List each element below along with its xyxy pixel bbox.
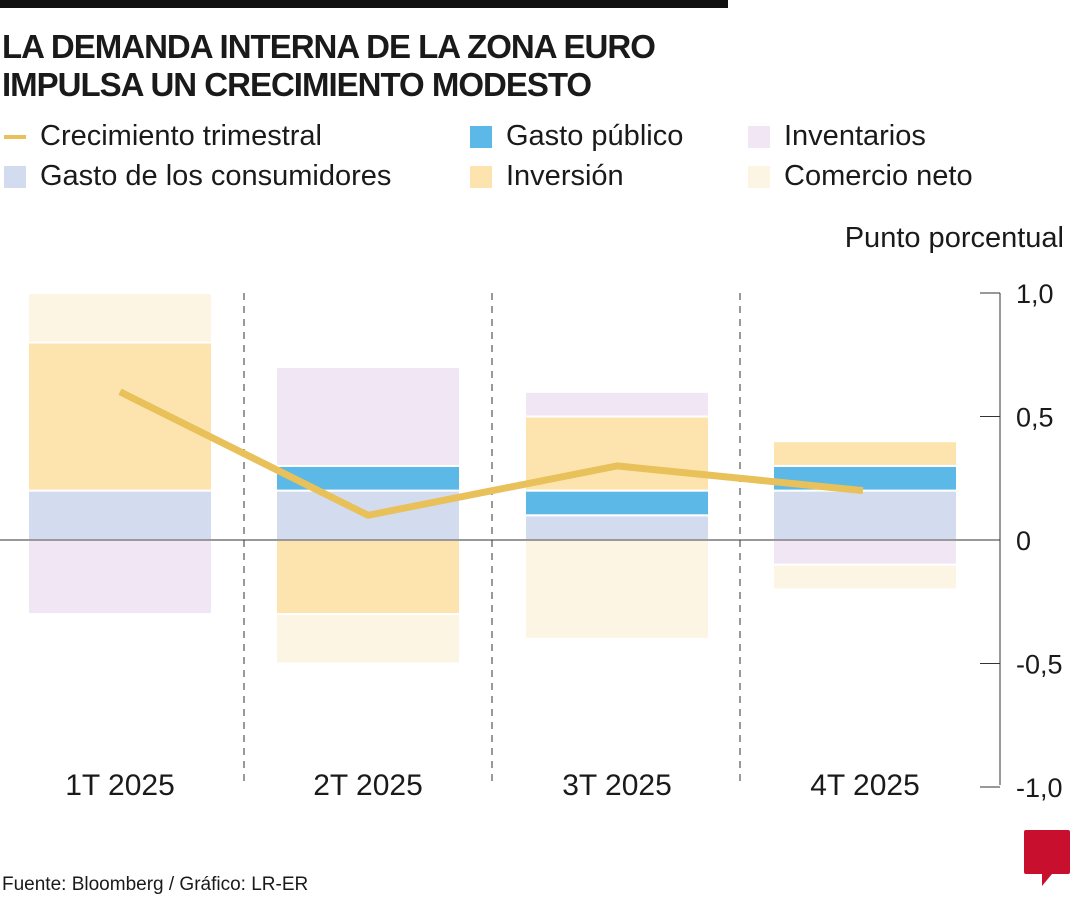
x-tick-label: 4T 2025 (810, 769, 920, 802)
bar-segment (275, 613, 461, 665)
legend-item-investment: Inversión (470, 160, 624, 193)
legend-label: Comercio neto (784, 160, 973, 192)
bar-segment (524, 489, 710, 517)
bar-segment (772, 539, 958, 566)
bar-segment (524, 514, 710, 541)
legend-swatch (748, 125, 770, 148)
legend-label: Gasto de los consumidores (40, 160, 392, 192)
source-note: Fuente: Bloomberg / Gráfico: LR-ER (2, 874, 309, 895)
bar-segment (524, 390, 710, 418)
y-tick-label: 1,0 (1016, 279, 1054, 309)
lr-logo (1024, 830, 1070, 886)
growth-line (118, 388, 864, 519)
legend-line-swatch (4, 134, 26, 139)
x-tick-label: 3T 2025 (562, 769, 672, 802)
legend-label: Inversión (506, 160, 624, 192)
legend-label: Crecimiento trimestral (40, 120, 322, 152)
legend-item-public: Gasto público (470, 120, 683, 153)
x-tick-label: 2T 2025 (313, 769, 423, 802)
bar-segment (27, 539, 213, 616)
legend-swatch (470, 165, 492, 188)
bar-segment (772, 489, 958, 542)
x-tick-label: 1T 2025 (65, 769, 175, 802)
bar-segment (772, 563, 958, 591)
legend-item-consumers: Gasto de los consumidores (4, 160, 391, 193)
bar-segment (27, 489, 213, 542)
chart-title: LA DEMANDA INTERNA DE LA ZONA EURO IMPULS… (2, 28, 656, 104)
title-line-2: IMPULSA UN CRECIMIENTO MODESTO (2, 66, 592, 103)
legend-label: Gasto público (506, 120, 684, 152)
y-axis-label: Punto porcentual (844, 222, 1064, 254)
legend-swatch (748, 165, 770, 188)
bar-segment (275, 366, 461, 467)
legend-item-net-trade: Comercio neto (748, 160, 973, 193)
legend-swatch (4, 165, 26, 188)
top-rule (0, 0, 728, 8)
bar-segment (275, 539, 461, 616)
bar-segment (27, 341, 213, 492)
y-tick-label: -0,5 (1016, 650, 1063, 680)
title-line-1: LA DEMANDA INTERNA DE LA ZONA EURO (2, 28, 656, 65)
legend-swatch (470, 125, 492, 148)
legend-label: Inventarios (784, 120, 926, 152)
y-tick-label: 0 (1016, 526, 1031, 556)
y-tick-label: 0,5 (1016, 403, 1054, 433)
bar-segment (772, 440, 958, 467)
y-tick-label: -1,0 (1016, 773, 1063, 803)
legend-item-inventories: Inventarios (748, 120, 926, 153)
legend-item-line: Crecimiento trimestral (4, 120, 322, 153)
bar-segment (524, 539, 710, 640)
bar-segment (27, 292, 213, 344)
